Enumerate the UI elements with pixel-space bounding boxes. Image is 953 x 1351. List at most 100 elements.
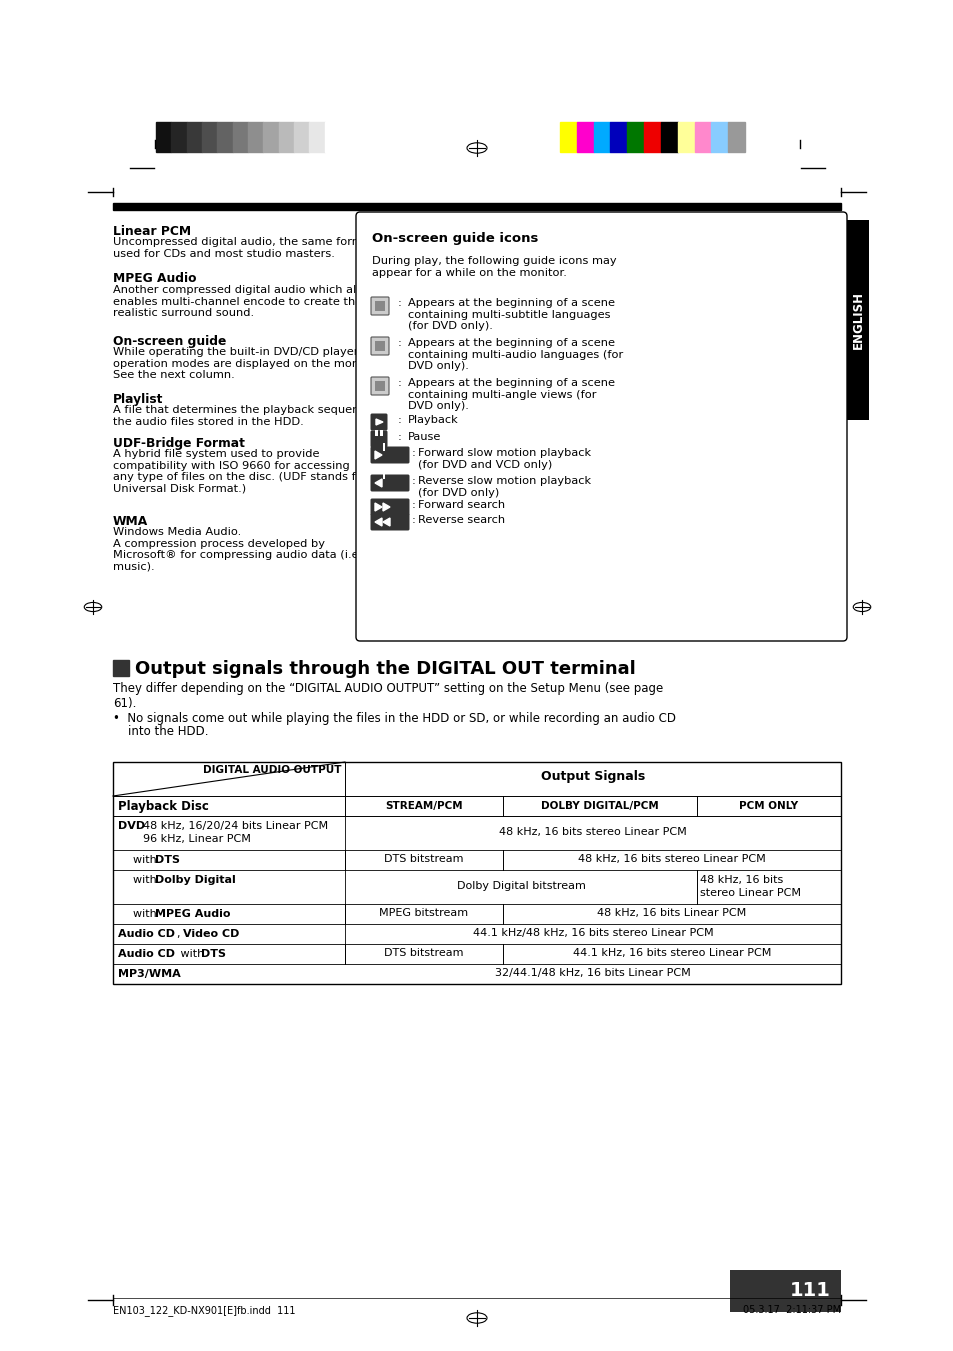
Text: DIGITAL AUDIO OUTPUT: DIGITAL AUDIO OUTPUT bbox=[203, 765, 341, 775]
Polygon shape bbox=[382, 503, 390, 511]
Text: :: : bbox=[412, 515, 416, 526]
Text: Reverse slow motion playback
(for DVD only): Reverse slow motion playback (for DVD on… bbox=[417, 476, 591, 497]
Text: 48 kHz, 16/20/24 bits Linear PCM: 48 kHz, 16/20/24 bits Linear PCM bbox=[143, 821, 328, 831]
Bar bbox=[309, 122, 324, 153]
Text: :: : bbox=[412, 500, 416, 509]
Text: 111: 111 bbox=[789, 1282, 830, 1301]
Text: MP3/WMA: MP3/WMA bbox=[118, 969, 180, 979]
Bar bbox=[694, 122, 711, 153]
Text: with: with bbox=[132, 875, 160, 885]
Text: DTS: DTS bbox=[201, 948, 226, 959]
Text: UDF-Bridge Format: UDF-Bridge Format bbox=[112, 436, 245, 450]
Text: with: with bbox=[132, 909, 160, 919]
Bar bbox=[375, 430, 377, 436]
Text: :: : bbox=[397, 432, 401, 442]
Text: Dolby Digital bitstream: Dolby Digital bitstream bbox=[456, 881, 585, 892]
Text: Output signals through the DIGITAL OUT terminal: Output signals through the DIGITAL OUT t… bbox=[135, 661, 635, 678]
Bar bbox=[610, 122, 627, 153]
Text: :: : bbox=[397, 378, 401, 388]
Bar bbox=[294, 122, 309, 153]
Text: WMA: WMA bbox=[112, 515, 148, 528]
Bar bbox=[375, 381, 385, 390]
Bar bbox=[202, 122, 217, 153]
FancyBboxPatch shape bbox=[370, 513, 409, 531]
Bar bbox=[643, 122, 660, 153]
Text: ENGLISH: ENGLISH bbox=[851, 290, 863, 349]
Text: DTS bitstream: DTS bitstream bbox=[384, 854, 463, 865]
Bar bbox=[112, 762, 841, 984]
Bar bbox=[379, 430, 382, 436]
Text: Reverse search: Reverse search bbox=[417, 515, 504, 526]
Text: Audio CD: Audio CD bbox=[118, 929, 174, 939]
Bar bbox=[846, 220, 868, 420]
Text: 05.3.17  2:11:37 PM: 05.3.17 2:11:37 PM bbox=[742, 1305, 841, 1315]
Text: Forward search: Forward search bbox=[417, 500, 504, 509]
Bar bbox=[112, 661, 129, 676]
Text: DOLBY DIGITAL/PCM: DOLBY DIGITAL/PCM bbox=[540, 801, 659, 811]
Bar bbox=[729, 1270, 841, 1312]
Bar bbox=[375, 340, 385, 351]
Polygon shape bbox=[375, 480, 381, 486]
Text: •  No signals come out while playing the files in the HDD or SD, or while record: • No signals come out while playing the … bbox=[112, 712, 676, 725]
Text: Appears at the beginning of a scene
containing multi-angle views (for
DVD only).: Appears at the beginning of a scene cont… bbox=[408, 378, 615, 411]
Text: Pause: Pause bbox=[408, 432, 441, 442]
Text: 61).: 61). bbox=[112, 697, 136, 711]
Text: STREAM/PCM: STREAM/PCM bbox=[385, 801, 462, 811]
Polygon shape bbox=[375, 419, 382, 426]
Text: Linear PCM: Linear PCM bbox=[112, 226, 191, 238]
Bar bbox=[156, 122, 172, 153]
Text: ,: , bbox=[177, 929, 184, 939]
Bar bbox=[382, 443, 385, 451]
Text: Dolby Digital: Dolby Digital bbox=[154, 875, 235, 885]
Text: Playlist: Playlist bbox=[112, 393, 163, 407]
Text: stereo Linear PCM: stereo Linear PCM bbox=[700, 888, 801, 898]
Bar bbox=[278, 122, 294, 153]
Bar bbox=[112, 203, 841, 209]
Text: PCM ONLY: PCM ONLY bbox=[739, 801, 798, 811]
Text: On-screen guide icons: On-screen guide icons bbox=[372, 232, 537, 245]
FancyBboxPatch shape bbox=[371, 297, 389, 315]
FancyBboxPatch shape bbox=[370, 499, 409, 516]
FancyBboxPatch shape bbox=[370, 446, 409, 463]
Text: DTS: DTS bbox=[154, 855, 180, 865]
Text: MPEG Audio: MPEG Audio bbox=[154, 909, 231, 919]
Text: While operating the built-in DVD/CD player,
operation modes are displayed on the: While operating the built-in DVD/CD play… bbox=[112, 347, 381, 380]
Text: Output Signals: Output Signals bbox=[540, 770, 644, 784]
Text: 44.1 kHz/48 kHz, 16 bits stereo Linear PCM: 44.1 kHz/48 kHz, 16 bits stereo Linear P… bbox=[472, 928, 713, 938]
Text: 48 kHz, 16 bits Linear PCM: 48 kHz, 16 bits Linear PCM bbox=[597, 908, 746, 917]
Bar bbox=[711, 122, 727, 153]
Bar bbox=[172, 122, 187, 153]
Text: EN103_122_KD-NX901[E]fb.indd  111: EN103_122_KD-NX901[E]fb.indd 111 bbox=[112, 1305, 295, 1316]
FancyBboxPatch shape bbox=[370, 474, 409, 492]
Text: DTS bitstream: DTS bitstream bbox=[384, 948, 463, 958]
Bar bbox=[727, 122, 744, 153]
FancyBboxPatch shape bbox=[371, 377, 389, 394]
Bar bbox=[375, 301, 385, 311]
Text: Audio CD: Audio CD bbox=[118, 948, 174, 959]
Bar bbox=[263, 122, 278, 153]
Bar bbox=[677, 122, 694, 153]
Text: 44.1 kHz, 16 bits stereo Linear PCM: 44.1 kHz, 16 bits stereo Linear PCM bbox=[572, 948, 770, 958]
Text: 48 kHz, 16 bits: 48 kHz, 16 bits bbox=[700, 875, 782, 885]
Text: During play, the following guide icons may
appear for a while on the monitor.: During play, the following guide icons m… bbox=[372, 255, 616, 277]
Text: Windows Media Audio.
A compression process developed by
Microsoft® for compressi: Windows Media Audio. A compression proce… bbox=[112, 527, 362, 571]
Polygon shape bbox=[375, 517, 381, 526]
Bar bbox=[593, 122, 610, 153]
Text: Appears at the beginning of a scene
containing multi-audio languages (for
DVD on: Appears at the beginning of a scene cont… bbox=[408, 338, 622, 372]
Text: Another compressed digital audio which also
enables multi-channel encode to crea: Another compressed digital audio which a… bbox=[112, 285, 369, 319]
Text: DVD: DVD bbox=[118, 821, 145, 831]
Text: :: : bbox=[397, 338, 401, 349]
Text: MPEG Audio: MPEG Audio bbox=[112, 272, 196, 285]
Text: Video CD: Video CD bbox=[183, 929, 239, 939]
Text: :: : bbox=[412, 449, 416, 458]
Text: They differ depending on the “DIGITAL AUDIO OUTPUT” setting on the Setup Menu (s: They differ depending on the “DIGITAL AU… bbox=[112, 682, 662, 694]
Bar bbox=[187, 122, 202, 153]
Text: On-screen guide: On-screen guide bbox=[112, 335, 226, 349]
Text: Playback Disc: Playback Disc bbox=[118, 800, 209, 813]
Polygon shape bbox=[375, 503, 381, 511]
Bar bbox=[382, 471, 385, 480]
FancyBboxPatch shape bbox=[370, 413, 387, 431]
Text: into the HDD.: into the HDD. bbox=[112, 725, 209, 738]
Bar bbox=[660, 122, 677, 153]
Bar bbox=[627, 122, 643, 153]
